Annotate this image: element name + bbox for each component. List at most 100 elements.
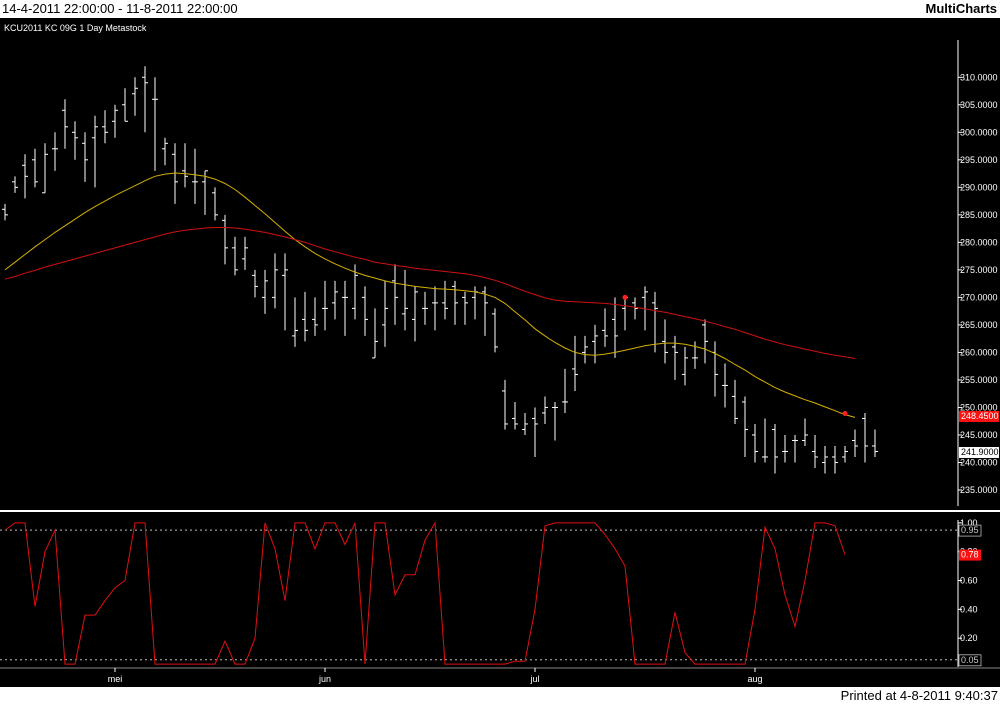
price-panel[interactable] [2, 66, 878, 474]
ohlc-bar[interactable] [502, 379, 508, 430]
ohlc-bar[interactable] [822, 445, 828, 474]
ohlc-bar[interactable] [282, 253, 288, 331]
ohlc-bar[interactable] [252, 269, 258, 298]
ohlc-bar[interactable] [2, 203, 8, 221]
ohlc-bar[interactable] [212, 187, 218, 221]
fast_ma-line [4, 172, 856, 418]
ohlc-bar[interactable] [512, 401, 518, 430]
ohlc-bar[interactable] [552, 401, 558, 441]
osc-ref-label: 0.05 [961, 655, 979, 665]
ohlc-bar[interactable] [52, 132, 58, 171]
ohlc-bar[interactable] [192, 148, 198, 204]
ohlc-bar[interactable] [722, 363, 728, 408]
ohlc-bar[interactable] [242, 236, 248, 270]
ohlc-bar[interactable] [202, 170, 208, 215]
ohlc-bar[interactable] [112, 104, 118, 138]
ohlc-bar[interactable] [732, 379, 738, 424]
ohlc-bar[interactable] [662, 319, 668, 364]
ohlc-bar[interactable] [222, 214, 228, 265]
ohlc-bar[interactable] [142, 66, 148, 133]
price-tick-label: 290.0000 [960, 182, 998, 192]
ohlc-bar[interactable] [562, 368, 568, 413]
ohlc-bar[interactable] [262, 269, 268, 314]
ohlc-bar[interactable] [522, 412, 528, 435]
ohlc-bar[interactable] [172, 143, 178, 204]
ohlc-bar[interactable] [682, 346, 688, 386]
ohlc-bar[interactable] [492, 308, 498, 353]
ohlc-bar[interactable] [652, 291, 658, 353]
ohlc-bar[interactable] [532, 407, 538, 457]
osc-tick-label: 0.40 [960, 604, 978, 614]
ohlc-bar[interactable] [482, 286, 488, 336]
price-tick-label: 300.0000 [960, 127, 998, 137]
osc-ref-box [958, 524, 982, 537]
ohlc-bar[interactable] [72, 121, 78, 160]
ohlc-bar[interactable] [22, 154, 28, 199]
ohlc-bar[interactable] [302, 291, 308, 342]
ohlc-bar[interactable] [412, 286, 418, 342]
ohlc-bar[interactable] [322, 280, 328, 331]
ohlc-bar[interactable] [872, 429, 878, 457]
ohlc-bar[interactable] [832, 445, 838, 474]
ohlc-bar[interactable] [122, 88, 128, 122]
ohlc-bar[interactable] [572, 335, 578, 391]
ohlc-bar[interactable] [182, 143, 188, 188]
ohlc-bar[interactable] [42, 143, 48, 194]
ohlc-bar[interactable] [292, 297, 298, 347]
ohlc-bar[interactable] [62, 99, 68, 149]
ohlc-bar[interactable] [272, 253, 278, 309]
ohlc-bar[interactable] [402, 269, 408, 331]
ohlc-bar[interactable] [152, 77, 158, 171]
ohlc-bar[interactable] [32, 148, 38, 188]
ohlc-bar[interactable] [752, 423, 758, 463]
ohlc-bar[interactable] [582, 335, 588, 364]
ohlc-bar[interactable] [92, 115, 98, 188]
ohlc-bar[interactable] [392, 264, 398, 325]
ohlc-bar[interactable] [612, 297, 618, 358]
ohlc-bar[interactable] [802, 418, 808, 446]
price-tick-label: 295.0000 [960, 155, 998, 165]
osc-tick-label: 1.00 [960, 518, 978, 528]
ohlc-bar[interactable] [602, 308, 608, 347]
ohlc-bar[interactable] [702, 319, 708, 364]
ohlc-bar[interactable] [102, 110, 108, 144]
ohlc-bar[interactable] [542, 396, 548, 424]
ohlc-bar[interactable] [232, 236, 238, 276]
ohlc-bar[interactable] [362, 286, 368, 336]
price-tag-label: 248.4500 [961, 411, 999, 421]
ohlc-bar[interactable] [812, 434, 818, 468]
header: 14-4-2011 22:00:00 - 11-8-2011 22:00:00 … [0, 0, 1000, 18]
ohlc-bar[interactable] [312, 297, 318, 336]
ohlc-bar[interactable] [432, 286, 438, 331]
ohlc-bar[interactable] [842, 445, 848, 463]
ohlc-bar[interactable] [852, 429, 858, 457]
ohlc-bar[interactable] [762, 418, 768, 463]
ohlc-bar[interactable] [12, 176, 18, 193]
ohlc-bar[interactable] [442, 280, 448, 320]
ohlc-bar[interactable] [782, 434, 788, 463]
ohlc-bar[interactable] [632, 297, 638, 320]
price-tick-label: 305.0000 [960, 100, 998, 110]
osc-tick-label: 0.20 [960, 633, 978, 643]
ohlc-bar[interactable] [742, 396, 748, 457]
ohlc-bar[interactable] [592, 324, 598, 364]
ohlc-bar[interactable] [332, 280, 338, 320]
ohlc-bar[interactable] [642, 286, 648, 331]
ohlc-bar[interactable] [372, 308, 378, 359]
ohlc-bar[interactable] [452, 280, 458, 325]
oscillator-panel[interactable] [0, 521, 958, 665]
chart-area[interactable]: KCU2011 KC 09G 1 Day Metastock 235.0000 2… [0, 18, 1000, 687]
ohlc-bar[interactable] [792, 434, 798, 463]
ohlc-bar[interactable] [772, 423, 778, 474]
ohlc-bar[interactable] [132, 77, 138, 116]
chart-svg[interactable]: KCU2011 KC 09G 1 Day Metastock 235.00002… [0, 18, 1000, 687]
ohlc-bar[interactable] [342, 280, 348, 336]
ohlc-bar[interactable] [862, 412, 868, 463]
ohlc-bar[interactable] [352, 264, 358, 320]
ohlc-bar[interactable] [162, 137, 168, 166]
ohlc-bar[interactable] [82, 132, 88, 182]
ohlc-bar[interactable] [422, 291, 428, 325]
ohlc-bar[interactable] [382, 280, 388, 347]
ohlc-bar[interactable] [462, 291, 468, 325]
footer: Printed at 4-8-2011 9:40:37 [0, 687, 1000, 705]
